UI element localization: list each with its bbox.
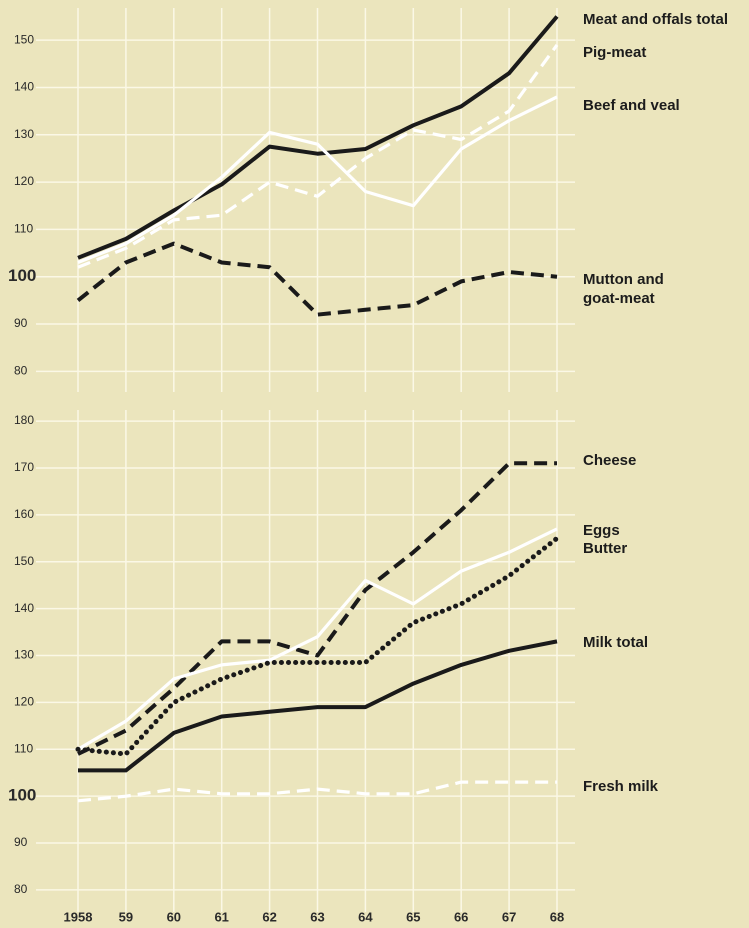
series-label: Cheese: [583, 452, 637, 469]
y-tick-label: 90: [14, 316, 28, 330]
series-label: Meat and offals total: [583, 11, 729, 28]
series-label: Butter: [583, 540, 628, 557]
series-label: Fresh milk: [583, 778, 659, 795]
x-tick-label: 62: [262, 909, 276, 924]
series-line: [78, 639, 558, 773]
y-tick-label: 140: [14, 80, 34, 94]
y-tick-label: 80: [14, 882, 28, 896]
x-tick-label: 67: [502, 909, 516, 924]
y-tick-label: 100: [8, 266, 36, 285]
series-line: [75, 535, 560, 757]
series-line: [77, 527, 558, 751]
x-tick-label: 64: [358, 909, 373, 924]
y-tick-label: 130: [14, 127, 34, 141]
y-tick-label: 140: [14, 601, 34, 615]
series-label: Pig-meat: [583, 44, 647, 61]
series-label: Eggs: [583, 522, 620, 539]
series-label: Beef and veal: [583, 97, 680, 114]
y-tick-label: 90: [14, 835, 28, 849]
y-tick-label: 160: [14, 507, 34, 521]
y-tick-label: 110: [14, 222, 33, 236]
y-tick-label: 100: [8, 786, 36, 805]
series-line: [76, 241, 558, 317]
y-tick-label: 120: [14, 174, 34, 188]
series-line: [77, 43, 559, 269]
series-line: [77, 15, 559, 260]
x-tick-label: 59: [119, 909, 133, 924]
y-tick-label: 150: [14, 32, 34, 46]
y-tick-label: 120: [14, 695, 34, 709]
y-tick-label: 150: [14, 554, 34, 568]
x-tick-label: 1958: [64, 909, 93, 924]
x-tick-label: 65: [406, 909, 420, 924]
y-tick-label: 170: [14, 460, 34, 474]
x-tick-label: 66: [454, 909, 468, 924]
series-label: Mutton and goat-meat: [583, 271, 664, 307]
series-line: [77, 95, 558, 264]
y-tick-label: 180: [14, 413, 34, 427]
x-tick-label: 63: [310, 909, 324, 924]
y-tick-label: 130: [14, 648, 34, 662]
series-line: [77, 461, 557, 756]
x-tick-label: 60: [167, 909, 181, 924]
x-tick-label: 68: [550, 909, 564, 924]
x-tick-label: 61: [214, 909, 228, 924]
series-label: Milk total: [583, 634, 649, 651]
series-line: [77, 780, 557, 803]
y-tick-label: 80: [14, 364, 28, 378]
y-tick-label: 110: [14, 741, 33, 755]
